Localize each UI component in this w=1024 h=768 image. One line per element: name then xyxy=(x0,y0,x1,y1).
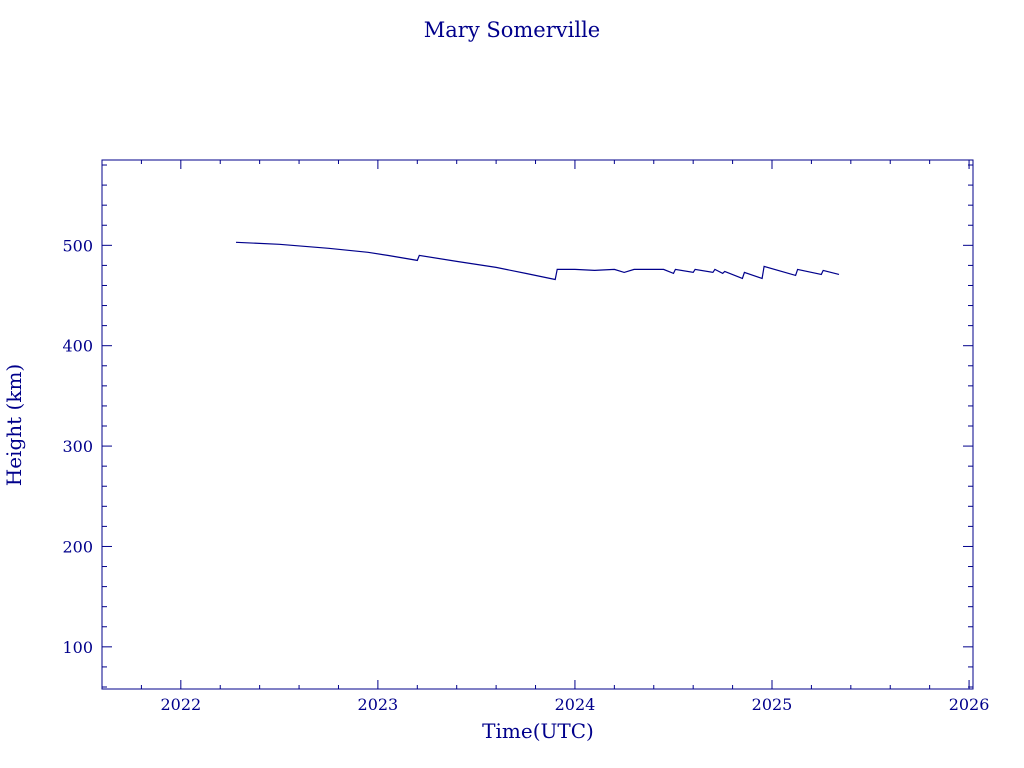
y-tick-label: 200 xyxy=(62,537,93,556)
x-tick-label: 2026 xyxy=(949,695,990,714)
y-tick-label: 500 xyxy=(62,236,93,255)
y-tick-label: 100 xyxy=(62,638,93,657)
y-tick-label: 400 xyxy=(62,337,93,356)
y-axis-label: Height (km) xyxy=(2,364,26,486)
height-series-line xyxy=(235,241,840,281)
x-tick-labels: 2022 2023 2024 2025 2026 xyxy=(160,695,989,714)
x-axis-label: Time(UTC) xyxy=(482,719,594,743)
plot-frame xyxy=(101,159,974,690)
x-tick-label: 2025 xyxy=(752,695,793,714)
x-tick-label: 2022 xyxy=(160,695,201,714)
y-tick-labels: 100 200 300 400 500 xyxy=(62,236,93,657)
chart-title: Mary Somerville xyxy=(424,18,600,42)
y-tick-label: 300 xyxy=(62,437,93,456)
series-layer xyxy=(235,241,840,281)
x-tick-label: 2023 xyxy=(358,695,399,714)
x-tick-label: 2024 xyxy=(555,695,596,714)
axis-ticks xyxy=(101,160,973,689)
